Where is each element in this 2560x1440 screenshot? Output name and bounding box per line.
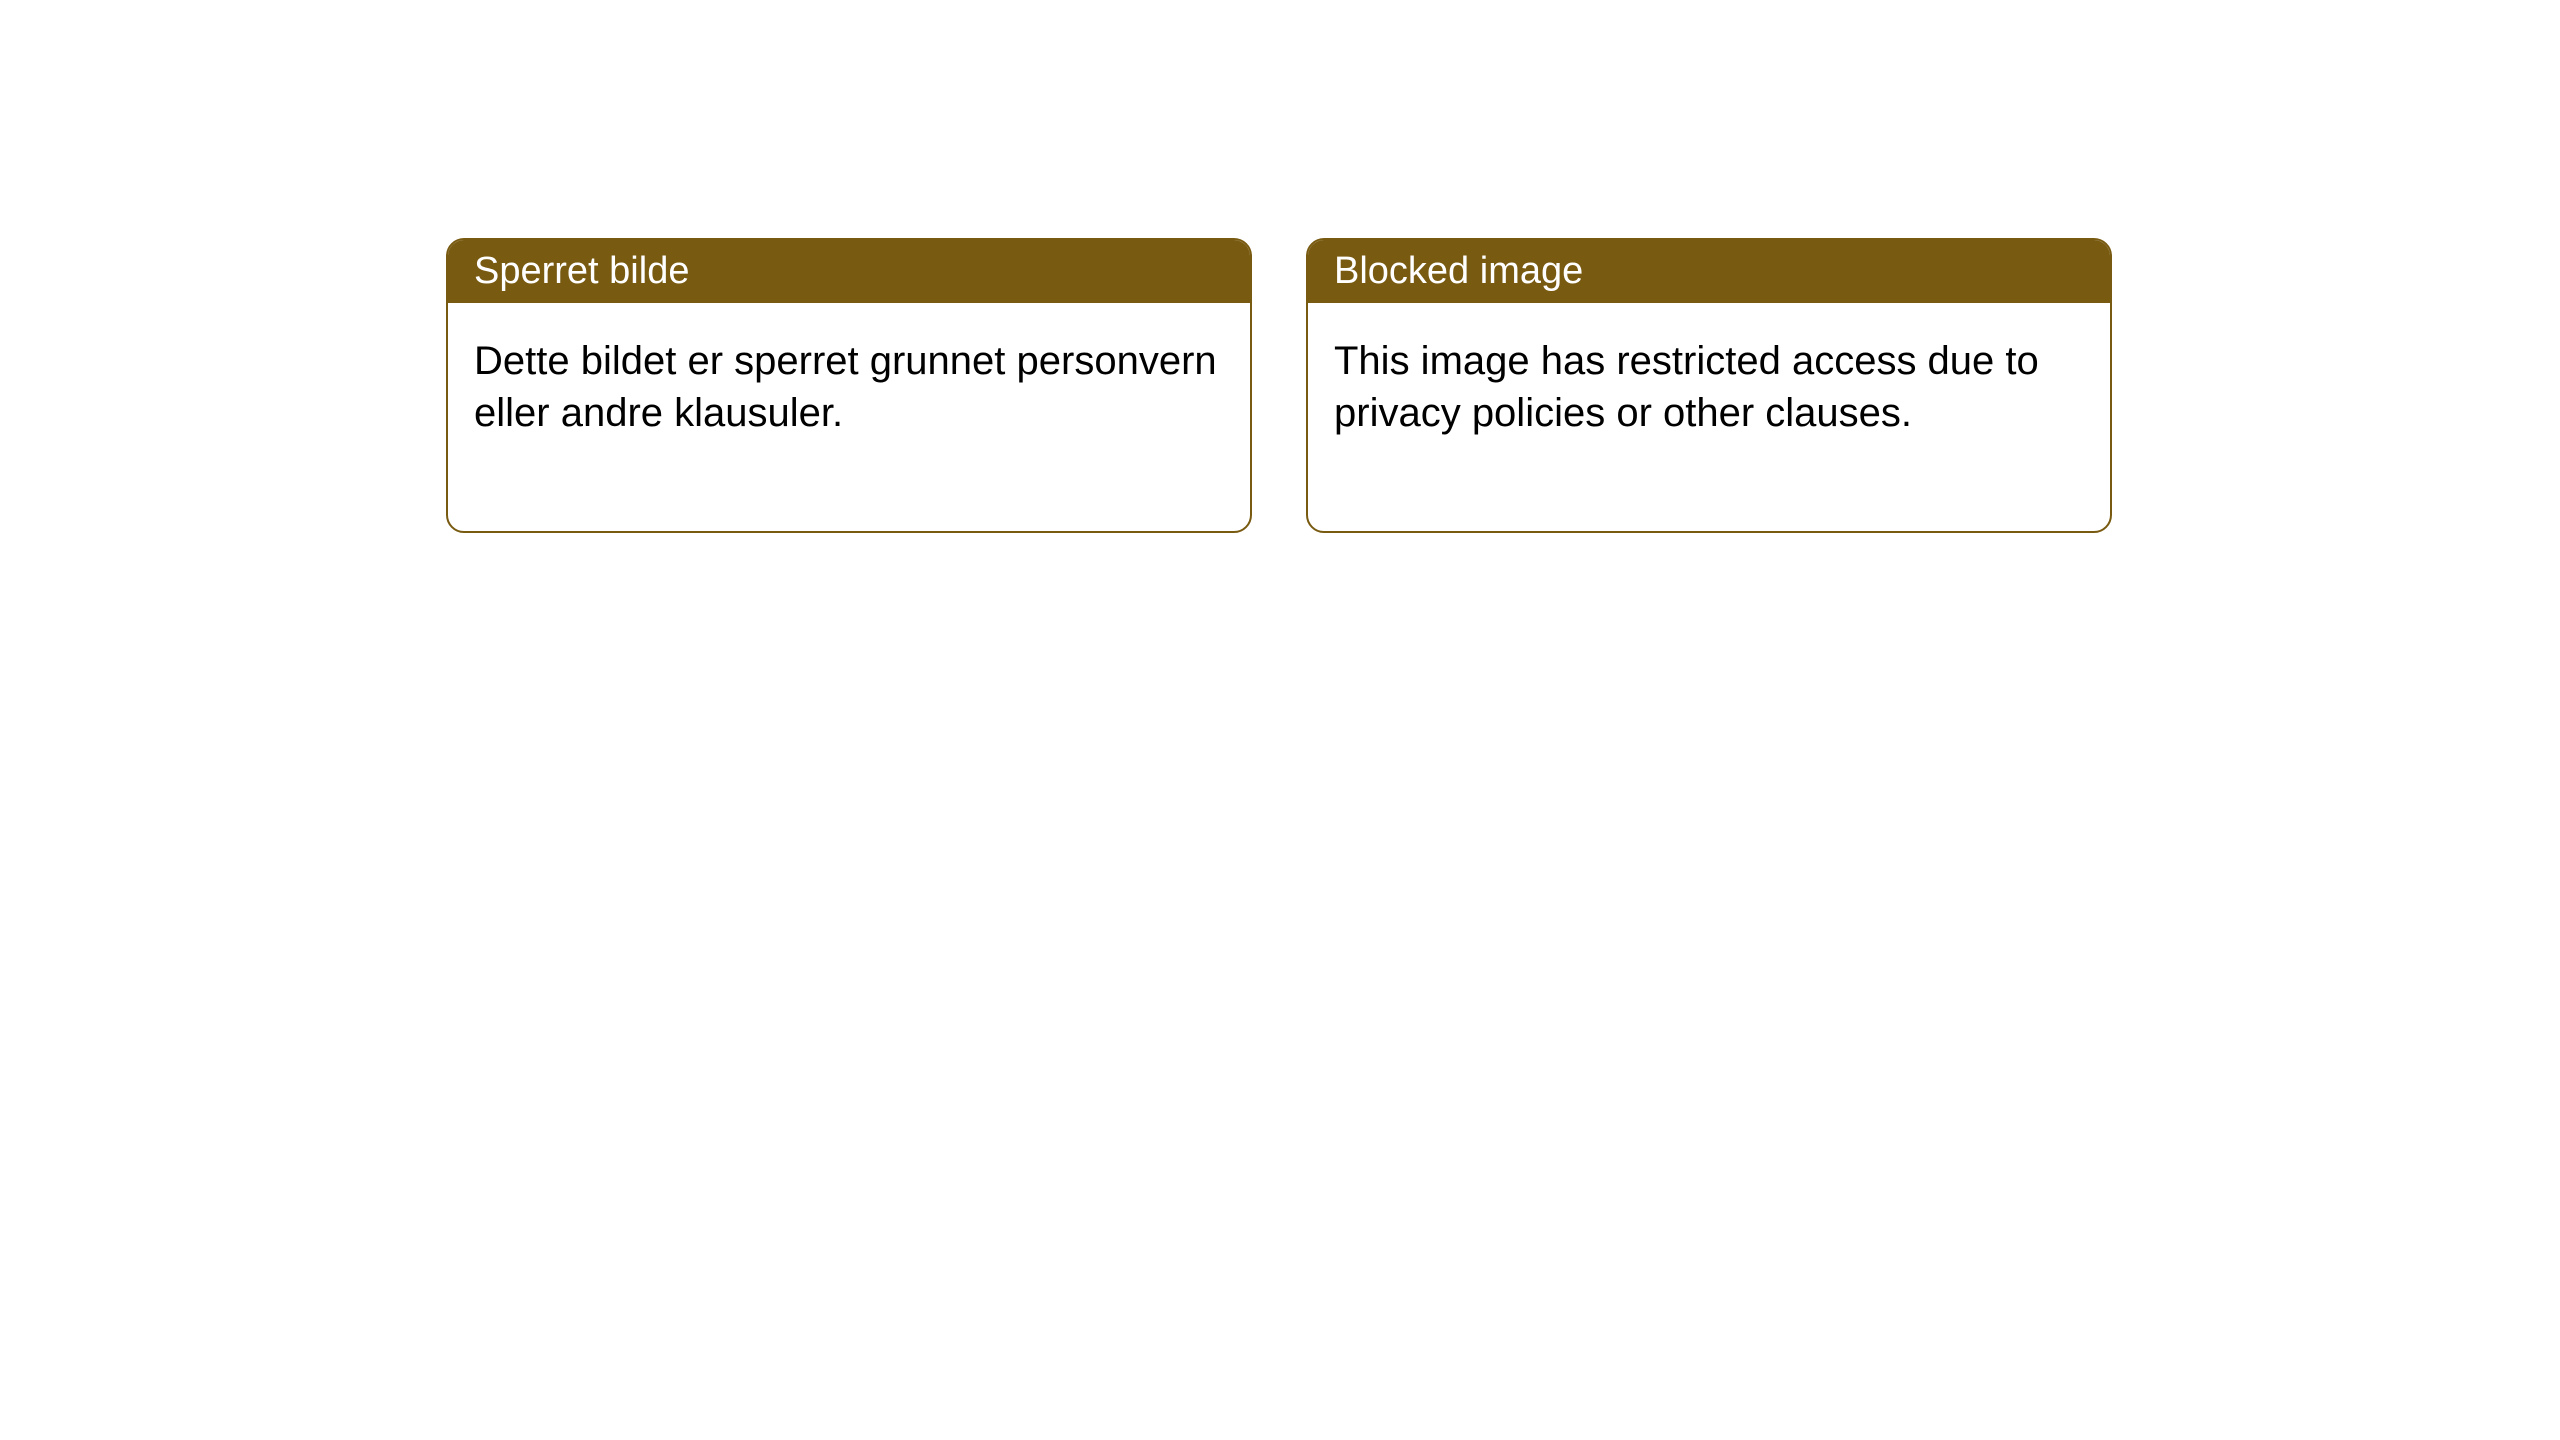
notice-body: This image has restricted access due to … — [1308, 303, 2110, 531]
notice-card-norwegian: Sperret bilde Dette bildet er sperret gr… — [446, 238, 1252, 533]
notice-body-text: This image has restricted access due to … — [1334, 339, 2039, 435]
notice-title: Sperret bilde — [474, 250, 689, 292]
notice-body: Dette bildet er sperret grunnet personve… — [448, 303, 1250, 531]
notice-header: Blocked image — [1308, 240, 2110, 303]
notice-body-text: Dette bildet er sperret grunnet personve… — [474, 339, 1217, 435]
notice-card-english: Blocked image This image has restricted … — [1306, 238, 2112, 533]
notice-header: Sperret bilde — [448, 240, 1250, 303]
notice-title: Blocked image — [1334, 250, 1583, 292]
notice-container: Sperret bilde Dette bildet er sperret gr… — [0, 0, 2560, 533]
